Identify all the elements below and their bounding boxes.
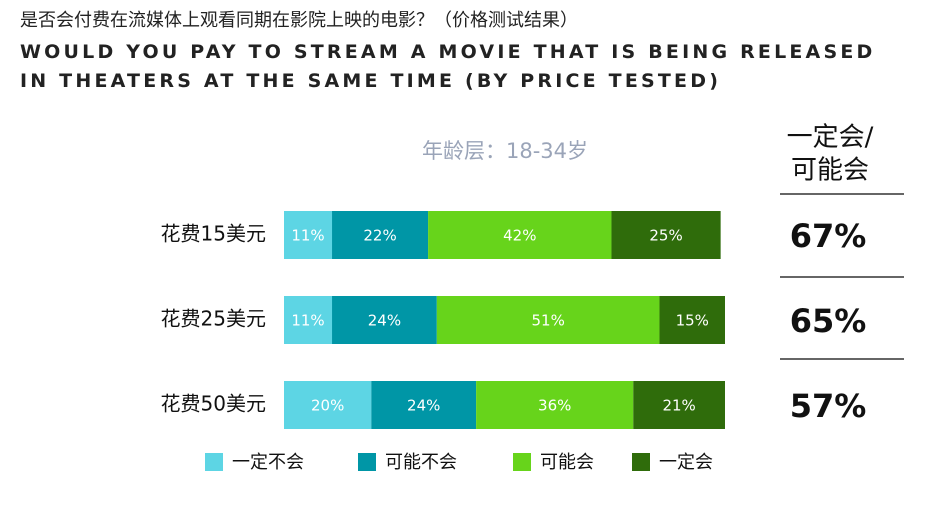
bar-segment bbox=[611, 211, 721, 259]
value-label: 24% bbox=[368, 312, 401, 330]
bar-segment bbox=[428, 211, 612, 259]
y-tick-label: 花费15美元 bbox=[161, 222, 266, 246]
chart-subtitle: 年龄层：18-34岁 bbox=[422, 139, 588, 163]
chart-title-en: WOULD YOU PAY TO STREAM A MOVIE THAT IS … bbox=[20, 41, 876, 92]
bar-segment bbox=[284, 381, 372, 429]
legend-swatch bbox=[205, 453, 223, 471]
value-label: 51% bbox=[531, 312, 564, 330]
bar-segment bbox=[659, 296, 725, 344]
legend-label: 可能会 bbox=[540, 452, 594, 473]
y-tick-label: 花费25美元 bbox=[161, 307, 266, 331]
chart-title: 是否会付费在流媒体上观看同期在影院上映的电影？（价格测试结果） bbox=[20, 10, 578, 31]
legend-label: 一定会 bbox=[659, 452, 713, 473]
summary-header: 一定会/ bbox=[787, 123, 874, 153]
value-label: 11% bbox=[291, 227, 324, 245]
summary-value: 67% bbox=[790, 217, 867, 255]
value-label: 15% bbox=[676, 312, 709, 330]
value-label: 24% bbox=[407, 397, 440, 415]
bar-segment bbox=[284, 211, 333, 259]
value-label: 36% bbox=[538, 397, 571, 415]
summary-value: 57% bbox=[790, 387, 867, 425]
legend-swatch bbox=[632, 453, 650, 471]
bar-segment bbox=[436, 296, 660, 344]
bar-segment bbox=[476, 381, 634, 429]
value-label: 21% bbox=[662, 397, 695, 415]
legend-swatch bbox=[513, 453, 531, 471]
value-label: 25% bbox=[649, 227, 682, 245]
value-label: 42% bbox=[503, 227, 536, 245]
value-label: 11% bbox=[291, 312, 324, 330]
summary-header: 可能会 bbox=[791, 156, 869, 186]
legend-label: 可能不会 bbox=[385, 452, 457, 473]
bar-segment bbox=[332, 296, 437, 344]
value-label: 20% bbox=[311, 397, 344, 415]
value-label: 22% bbox=[363, 227, 396, 245]
bar-segment bbox=[284, 296, 333, 344]
bar-segment bbox=[633, 381, 725, 429]
summary-value: 65% bbox=[790, 302, 867, 340]
bar-segment bbox=[371, 381, 477, 429]
bar-segment bbox=[332, 211, 429, 259]
legend-swatch bbox=[358, 453, 376, 471]
y-tick-label: 花费50美元 bbox=[161, 392, 266, 416]
legend-label: 一定不会 bbox=[232, 452, 304, 473]
